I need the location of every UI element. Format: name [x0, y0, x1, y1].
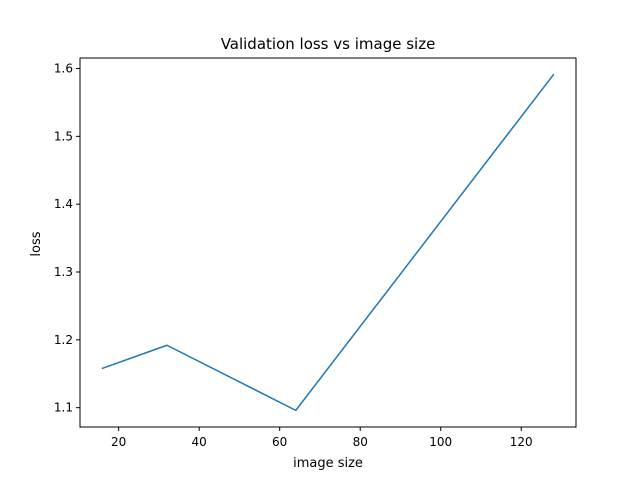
y-axis-label: loss [29, 231, 44, 256]
y-tick-label: 1.2 [54, 333, 73, 347]
y-tick-label: 1.1 [54, 401, 73, 415]
x-tick-label: 20 [111, 435, 126, 449]
plot-frame [79, 57, 577, 428]
y-axis-ticks: 1.1 1.2 1.3 1.4 1.5 1.6 [54, 62, 80, 415]
x-tick-label: 60 [272, 435, 287, 449]
chart-title: Validation loss vs image size [221, 35, 436, 53]
y-tick-label: 1.3 [54, 265, 73, 279]
x-axis-ticks: 20 40 60 80 100 120 [111, 427, 533, 449]
y-tick-label: 1.4 [54, 197, 73, 211]
series-line [101, 73, 555, 412]
x-tick-label: 100 [429, 435, 452, 449]
x-axis-label: image size [293, 456, 363, 471]
y-tick-label: 1.5 [54, 129, 73, 143]
x-tick-label: 40 [192, 435, 207, 449]
x-tick-label: 80 [353, 435, 368, 449]
x-tick-label: 120 [510, 435, 533, 449]
series-layer [101, 73, 555, 412]
y-tick-label: 1.6 [54, 62, 73, 76]
